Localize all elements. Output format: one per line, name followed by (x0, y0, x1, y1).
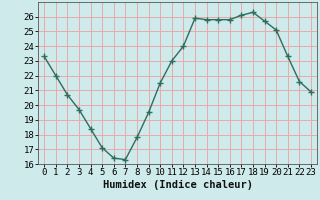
X-axis label: Humidex (Indice chaleur): Humidex (Indice chaleur) (103, 180, 252, 190)
